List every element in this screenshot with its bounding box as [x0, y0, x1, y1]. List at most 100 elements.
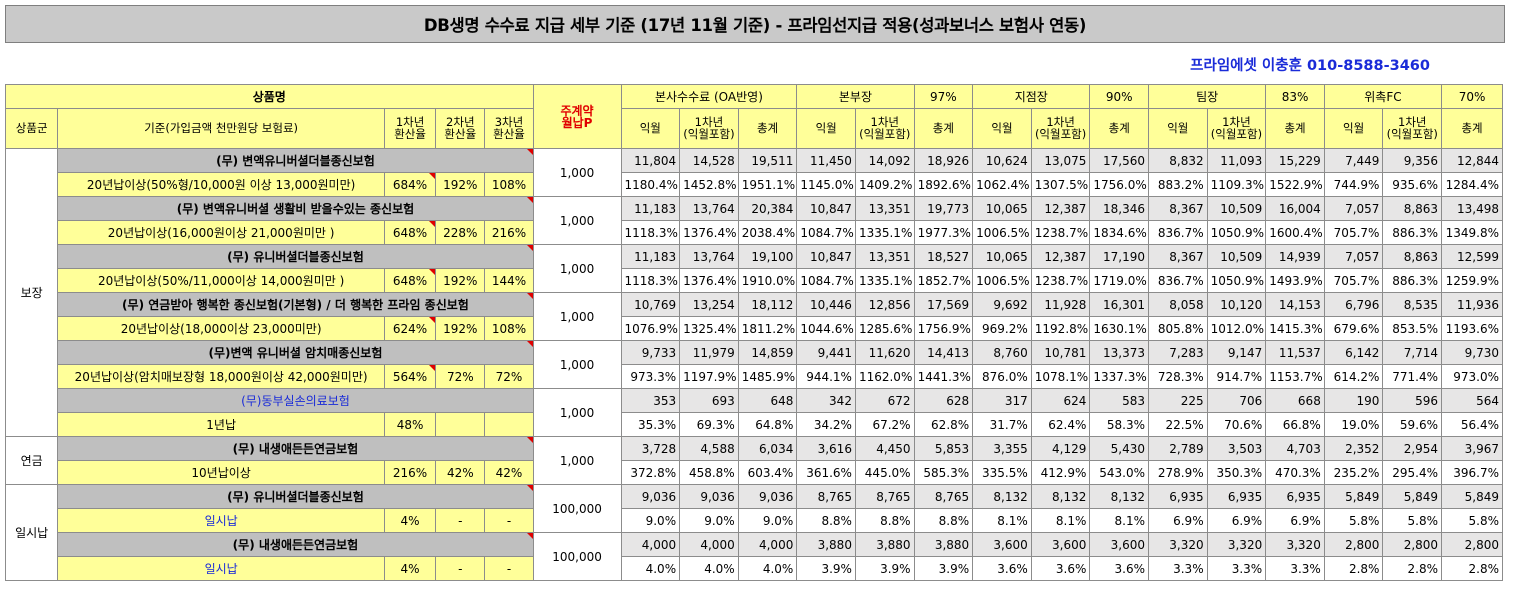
header-hq-fee: 본사수수료 (OA반영) — [620, 84, 798, 109]
amount-cell: 9,441 — [796, 340, 856, 365]
rate-cell: 543.0% — [1089, 460, 1149, 485]
yr1-rate: 648% — [383, 268, 437, 293]
amount-cell: 8,132 — [1089, 484, 1149, 509]
amount-cell: 342 — [796, 388, 856, 413]
rate-cell: 1084.7% — [796, 220, 856, 245]
amount-cell: 10,446 — [796, 292, 856, 317]
product-name: (무) 연금받아 행복한 종신보험(기본형) / 더 행복한 프라임 종신보험 — [57, 292, 534, 317]
amount-cell: 18,112 — [737, 292, 798, 317]
header-first-year: 1차년 (익월포함) — [1206, 108, 1267, 149]
amount-cell: 6,935 — [1206, 484, 1267, 509]
amount-cell: 668 — [1265, 388, 1325, 413]
rate-cell: 278.9% — [1148, 460, 1208, 485]
amount-cell: 11,936 — [1441, 292, 1503, 317]
header-first-year: 1차년 (익월포함) — [679, 108, 739, 149]
rate-cell: 62.4% — [1030, 412, 1091, 437]
yr2-rate — [435, 412, 486, 437]
amount-cell: 4,450 — [854, 436, 915, 461]
amount-cell: 693 — [679, 388, 739, 413]
amount-cell: 3,616 — [796, 436, 856, 461]
product-name: (무) 내생애든든연금보험 — [57, 436, 534, 461]
amount-cell: 7,057 — [1323, 244, 1384, 269]
rate-cell: 5.8% — [1323, 508, 1384, 533]
amount-cell: 3,320 — [1206, 532, 1267, 557]
rate-cell: 69.3% — [679, 412, 739, 437]
rate-cell: 4.0% — [737, 556, 798, 581]
rate-cell: 1834.6% — [1089, 220, 1149, 245]
amount-cell: 7,057 — [1323, 196, 1384, 221]
amount-cell: 13,764 — [679, 244, 739, 269]
header-ikwol: 익월 — [620, 108, 681, 149]
rate-cell: 4.0% — [620, 556, 681, 581]
rate-cell: 614.2% — [1323, 364, 1384, 389]
amount-cell: 11,450 — [796, 148, 856, 173]
rate-cell: 2.8% — [1323, 556, 1384, 581]
rate-cell: 1951.1% — [737, 172, 798, 197]
rate-cell: 935.6% — [1382, 172, 1443, 197]
amount-cell: 8,132 — [972, 484, 1032, 509]
yr1-rate: 684% — [383, 172, 437, 197]
table-row: (무)변액 유니버셜 암치매종신보험 1,000 9,733 11,979 14,859… — [6, 340, 1503, 389]
rate-cell: 1118.3% — [620, 268, 681, 293]
rate-cell: 836.7% — [1148, 268, 1208, 293]
rate-cell: 771.4% — [1382, 364, 1443, 389]
amount-cell: 14,939 — [1265, 244, 1325, 269]
yr1-rate: 624% — [383, 316, 437, 341]
amount-cell: 17,190 — [1089, 244, 1149, 269]
amount-cell: 8,367 — [1148, 196, 1208, 221]
amount-cell: 648 — [737, 388, 798, 413]
table-row: (무) 유니버셜더블종신보험 1,000 11,183 13,764 19,100 10,… — [6, 244, 1503, 293]
rate-cell: 876.0% — [972, 364, 1032, 389]
rate-cell: 705.7% — [1323, 220, 1384, 245]
monthly-premium: 100,000 — [532, 532, 622, 581]
sheet-title: DB생명 수수료 지급 세부 기준 (17년 11월 기준) - 프라임선지급 … — [5, 5, 1505, 43]
rate-cell: 585.3% — [913, 460, 974, 485]
rate-cell: 361.6% — [796, 460, 856, 485]
header-yr2-rate: 2차년 환산율 — [435, 108, 486, 149]
amount-cell: 13,373 — [1089, 340, 1149, 365]
amount-cell: 8,760 — [972, 340, 1032, 365]
amount-cell: 9,036 — [737, 484, 798, 509]
product-basis: 1년납 — [57, 412, 385, 437]
rate-cell: 1180.4% — [620, 172, 681, 197]
rate-cell: 3.3% — [1148, 556, 1208, 581]
product-group-cell: 일시납 — [4, 484, 59, 581]
amount-cell: 3,600 — [1089, 532, 1149, 557]
rate-cell: 3.6% — [972, 556, 1032, 581]
amount-cell: 5,849 — [1382, 484, 1443, 509]
amount-cell: 4,588 — [679, 436, 739, 461]
rate-cell: 412.9% — [1030, 460, 1091, 485]
amount-cell: 11,183 — [620, 244, 681, 269]
product-basis: 20년납이상(16,000원이상 21,000원미만 ) — [57, 220, 385, 245]
product-name: (무) 변액유니버셜 생활비 받을수있는 종신보험 — [57, 196, 534, 221]
rate-cell: 1238.7% — [1030, 268, 1091, 293]
rate-cell: 1192.8% — [1030, 316, 1091, 341]
table-row: 보장 (무) 변액유니버셜더블종신보험 1,000 11,804 14,528 19,51… — [4, 148, 1503, 437]
product-basis: 20년납이상(18,000이상 23,000미만) — [57, 316, 385, 341]
amount-cell: 8,132 — [1030, 484, 1091, 509]
product-name: (무) 변액유니버셜더블종신보험 — [57, 148, 534, 173]
rate-cell: 1485.9% — [737, 364, 798, 389]
amount-cell: 11,979 — [679, 340, 739, 365]
amount-cell: 4,000 — [737, 532, 798, 557]
rate-cell: 679.6% — [1323, 316, 1384, 341]
rate-cell: 705.7% — [1323, 268, 1384, 293]
amount-cell: 13,764 — [679, 196, 739, 221]
rate-cell: 886.3% — [1382, 220, 1443, 245]
rate-cell: 973.0% — [1441, 364, 1503, 389]
table-row: 연금 (무) 내생애든든연금보험 1,000 3,728 4,588 6,034 3,616… — [4, 436, 1503, 485]
amount-cell: 353 — [620, 388, 681, 413]
rate-cell: 31.7% — [972, 412, 1032, 437]
amount-cell: 9,692 — [972, 292, 1032, 317]
yr2-rate: 192% — [435, 268, 486, 293]
table-row: 20년납이상(50%형/10,000원 이상 13,000원미만) 684% 192… — [6, 172, 1503, 197]
rate-cell: 886.3% — [1382, 268, 1443, 293]
rate-cell: 853.5% — [1382, 316, 1443, 341]
rate-cell: 22.5% — [1148, 412, 1208, 437]
rate-cell: 1109.3% — [1206, 172, 1267, 197]
monthly-premium: 1,000 — [532, 244, 622, 293]
rate-cell: 4.0% — [679, 556, 739, 581]
rate-cell: 3.3% — [1206, 556, 1267, 581]
table-row: (무)동부실손의료보험 1,000 353 693 648 342 672 628 317 624… — [6, 388, 1503, 437]
commission-table: 상품명 주계약 월납P 본사수수료 (OA반영) 본부장 97% 지점장 90%… — [4, 84, 1503, 581]
